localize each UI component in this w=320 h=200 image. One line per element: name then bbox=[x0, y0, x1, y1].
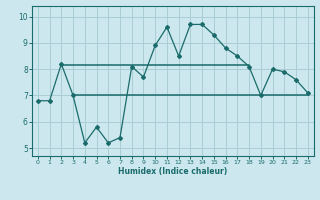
X-axis label: Humidex (Indice chaleur): Humidex (Indice chaleur) bbox=[118, 167, 228, 176]
